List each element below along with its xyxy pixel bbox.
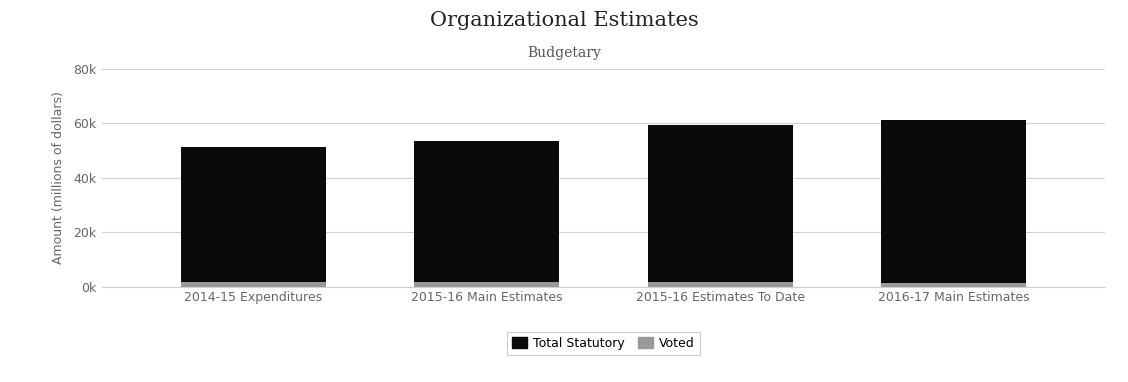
Bar (881, 283, 1026, 286)
Bar (647, 282, 793, 286)
Y-axis label: Amount (millions of dollars): Amount (millions of dollars) (52, 91, 65, 264)
Text: Budgetary: Budgetary (527, 46, 601, 60)
Bar (881, 120, 1026, 283)
Bar (180, 282, 326, 286)
Legend: Total Statutory, Voted: Total Statutory, Voted (508, 332, 699, 355)
Bar (414, 282, 559, 286)
Bar (180, 147, 326, 282)
Bar (647, 125, 793, 282)
Text: Organizational Estimates: Organizational Estimates (430, 11, 698, 31)
Bar (414, 141, 559, 282)
